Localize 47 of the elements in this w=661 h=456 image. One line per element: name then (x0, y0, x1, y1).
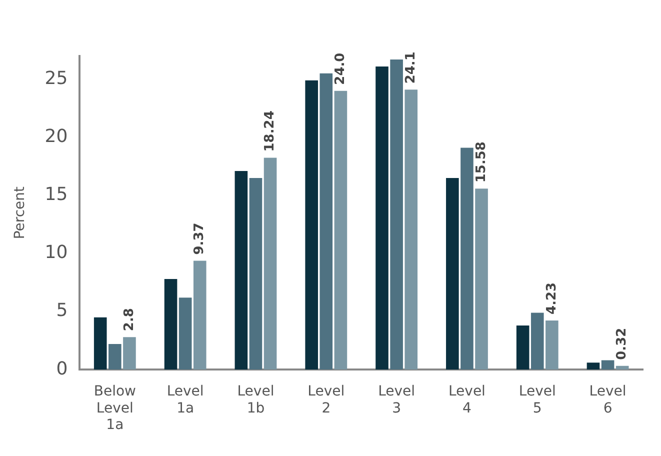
data-label: 15.58 (474, 142, 489, 183)
y-tick-label: 10 (44, 242, 68, 264)
bar (320, 73, 333, 370)
bar (334, 90, 348, 370)
data-label: 18.24 (262, 110, 278, 152)
data-label: 2.8 (122, 308, 137, 332)
x-tick-label: Level 2 (308, 384, 345, 416)
bar (516, 325, 530, 370)
bar (390, 59, 403, 370)
x-tick-label: Below Level 1a (94, 384, 136, 434)
data-label: 9.37 (192, 222, 208, 255)
bar (108, 344, 122, 370)
bar (530, 312, 544, 370)
y-tick-label: 25 (44, 68, 68, 89)
bar (164, 279, 178, 370)
data-label: 24.1 (403, 52, 418, 84)
x-tick-label: Level 4 (448, 384, 486, 416)
y-tick-label: 5 (56, 300, 68, 322)
bar (586, 362, 600, 370)
bar (305, 80, 318, 370)
bar (264, 158, 277, 370)
x-tick-label: Level 1a (166, 384, 204, 416)
y-axis-title: Percent (12, 186, 28, 240)
y-tick-label: 20 (44, 126, 68, 147)
bar (123, 337, 136, 370)
bar (178, 298, 192, 370)
x-tick-label: Level 3 (378, 384, 416, 416)
bar (234, 170, 248, 370)
data-label: 24.0 (333, 52, 348, 85)
bar (460, 148, 474, 370)
y-tick-label: 0 (56, 358, 68, 380)
bar (601, 360, 614, 370)
bar (475, 188, 488, 370)
x-tick-label: Level 6 (589, 384, 626, 416)
y-tick-label: 15 (44, 184, 68, 206)
bar (404, 90, 418, 370)
data-label: 4.23 (544, 282, 560, 314)
bar (616, 366, 629, 370)
bar (193, 260, 206, 370)
x-tick-label: Level 5 (518, 384, 556, 416)
x-tick-label: Level 1b (237, 384, 274, 416)
bar (446, 178, 459, 370)
bar (376, 66, 388, 370)
data-label: 0.32 (614, 328, 630, 360)
bar (249, 178, 262, 370)
bar (546, 320, 558, 370)
bar (94, 317, 107, 370)
